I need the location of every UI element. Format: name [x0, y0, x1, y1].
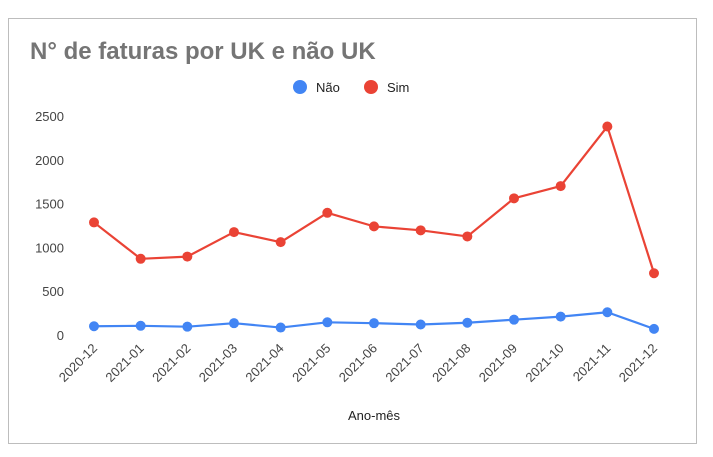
- y-tick-label: 0: [57, 328, 64, 343]
- x-tick-label: 2021-08: [429, 341, 473, 385]
- data-point[interactable]: [89, 321, 99, 332]
- data-point[interactable]: [369, 221, 379, 232]
- y-tick-label: 1500: [35, 197, 64, 212]
- data-point[interactable]: [275, 237, 286, 248]
- y-tick-label: 2000: [35, 153, 64, 168]
- data-point[interactable]: [229, 227, 239, 238]
- data-point[interactable]: [649, 323, 659, 334]
- x-tick-label: 2021-09: [476, 341, 520, 385]
- series-line: [93, 125, 656, 274]
- data-point[interactable]: [509, 193, 519, 204]
- data-point[interactable]: [89, 217, 99, 228]
- y-axis: 0 500 1000 1500 2000 2500: [35, 109, 64, 343]
- x-tick-label: 2020-12: [56, 341, 100, 385]
- x-tick-label: 2021-05: [289, 341, 333, 385]
- y-tick-label: 1000: [35, 240, 64, 255]
- x-axis-title: Ano-mês: [348, 408, 401, 423]
- y-tick-label: 2500: [35, 109, 64, 124]
- legend-marker: [293, 80, 307, 94]
- chart-frame: [8, 18, 697, 444]
- series-group: [89, 121, 659, 334]
- data-point[interactable]: [275, 322, 286, 333]
- data-point[interactable]: [602, 121, 613, 132]
- data-point[interactable]: [555, 181, 566, 192]
- data-point[interactable]: [182, 251, 193, 262]
- legend-label: Não: [316, 80, 340, 95]
- chart-title: N° de faturas por UK e não UK: [30, 38, 376, 65]
- data-point[interactable]: [509, 314, 519, 325]
- data-point[interactable]: [649, 268, 659, 279]
- data-point[interactable]: [229, 318, 239, 329]
- data-point[interactable]: [462, 317, 473, 328]
- legend-marker: [364, 80, 378, 94]
- data-point[interactable]: [462, 231, 473, 242]
- data-point[interactable]: [415, 319, 426, 330]
- data-point[interactable]: [602, 307, 613, 318]
- data-point[interactable]: [369, 318, 379, 329]
- y-tick-label: 500: [42, 284, 64, 299]
- legend-label: Sim: [387, 80, 409, 95]
- x-tick-label: 2021-02: [149, 341, 193, 385]
- data-point[interactable]: [182, 321, 193, 332]
- x-tick-label: 2021-11: [570, 341, 614, 385]
- data-point[interactable]: [415, 225, 426, 236]
- data-point[interactable]: [135, 253, 146, 264]
- legend: Não Sim: [293, 80, 409, 95]
- data-point[interactable]: [555, 311, 566, 322]
- x-tick-label: 2021-04: [242, 341, 286, 385]
- data-point[interactable]: [135, 320, 146, 331]
- data-point[interactable]: [322, 317, 333, 328]
- x-tick-label: 2021-01: [102, 341, 146, 385]
- data-point[interactable]: [322, 207, 333, 218]
- x-tick-label: 2021-12: [616, 341, 660, 385]
- x-tick-label: 2021-10: [522, 341, 566, 385]
- x-axis: 2020-12 2021-01 2021-02 2021-03 2021-04 2021-…: [56, 341, 660, 385]
- x-tick-label: 2021-07: [382, 341, 426, 385]
- x-tick-label: 2021-06: [336, 341, 380, 385]
- x-tick-label: 2021-03: [196, 341, 240, 385]
